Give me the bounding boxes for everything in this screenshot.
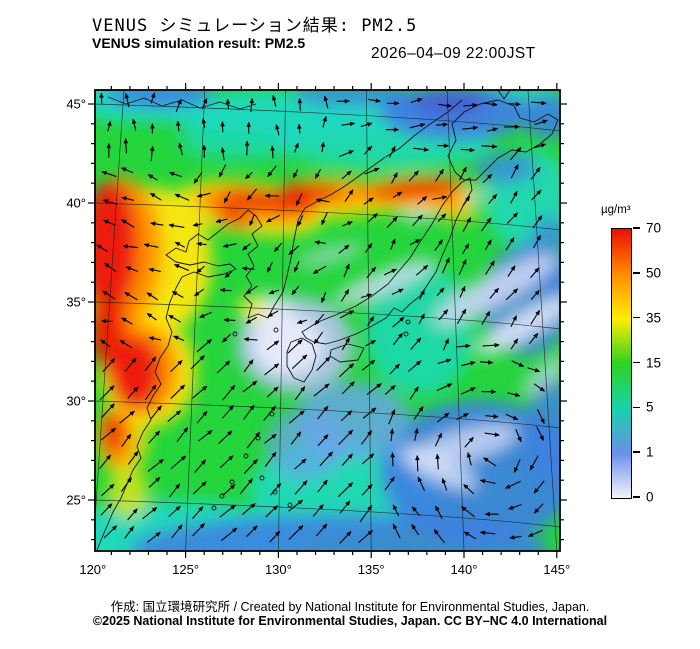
colorbar-tick — [633, 406, 640, 409]
colorbar — [611, 228, 632, 499]
coastlines — [96, 90, 559, 551]
page-title-japanese: VENUS シミュレーション結果: PM2.5 — [92, 16, 418, 36]
axis-ticks — [88, 83, 567, 558]
pm25-heatmap — [95, 90, 560, 551]
x-axis-label: 145° — [543, 562, 571, 577]
colorbar-tick-label: 15 — [646, 355, 662, 370]
colorbar-tick-label: 1 — [646, 444, 654, 460]
map-content — [95, 90, 560, 551]
page-title-english: VENUS simulation result: PM2.5 — [92, 35, 306, 51]
credit-text: 作成: 国立環境研究所 / Created by National Instit… — [110, 600, 590, 614]
graticule — [95, 90, 560, 551]
colorbar-tick — [633, 227, 640, 229]
colorbar-tick — [633, 361, 640, 364]
colorbar-unit-label: µg/m³ — [601, 204, 631, 216]
colorbar-tick-label: 0 — [646, 489, 654, 505]
colorbar-tick — [633, 451, 640, 453]
y-axis-label: 25° — [66, 492, 86, 508]
y-axis-label: 35° — [66, 294, 86, 310]
wind-vectors — [96, 92, 548, 544]
x-axis-label: 135° — [357, 562, 385, 577]
y-axis-label: 45° — [66, 96, 86, 112]
colorbar-tick — [633, 316, 640, 319]
colorbar-tick — [633, 496, 640, 498]
colorbar-tick-label: 5 — [646, 399, 654, 415]
y-axis-label: 30° — [66, 393, 86, 409]
x-axis-label: 125° — [172, 562, 200, 577]
x-axis-label: 130° — [264, 562, 292, 577]
colorbar-tick-label: 35 — [646, 310, 662, 326]
forecast-datetime: 2026–04–09 22:00JST — [371, 45, 536, 62]
colorbar-tick-label: 70 — [646, 220, 662, 236]
colorbar-tick-label: 50 — [646, 265, 662, 281]
x-axis-label: 120° — [79, 562, 107, 577]
y-axis-label: 40° — [66, 195, 86, 211]
map-frame — [94, 89, 561, 552]
license-text: ©2025 National Institute for Environment… — [92, 614, 608, 628]
colorbar-tick — [633, 272, 640, 274]
x-axis-label: 140° — [450, 562, 478, 577]
